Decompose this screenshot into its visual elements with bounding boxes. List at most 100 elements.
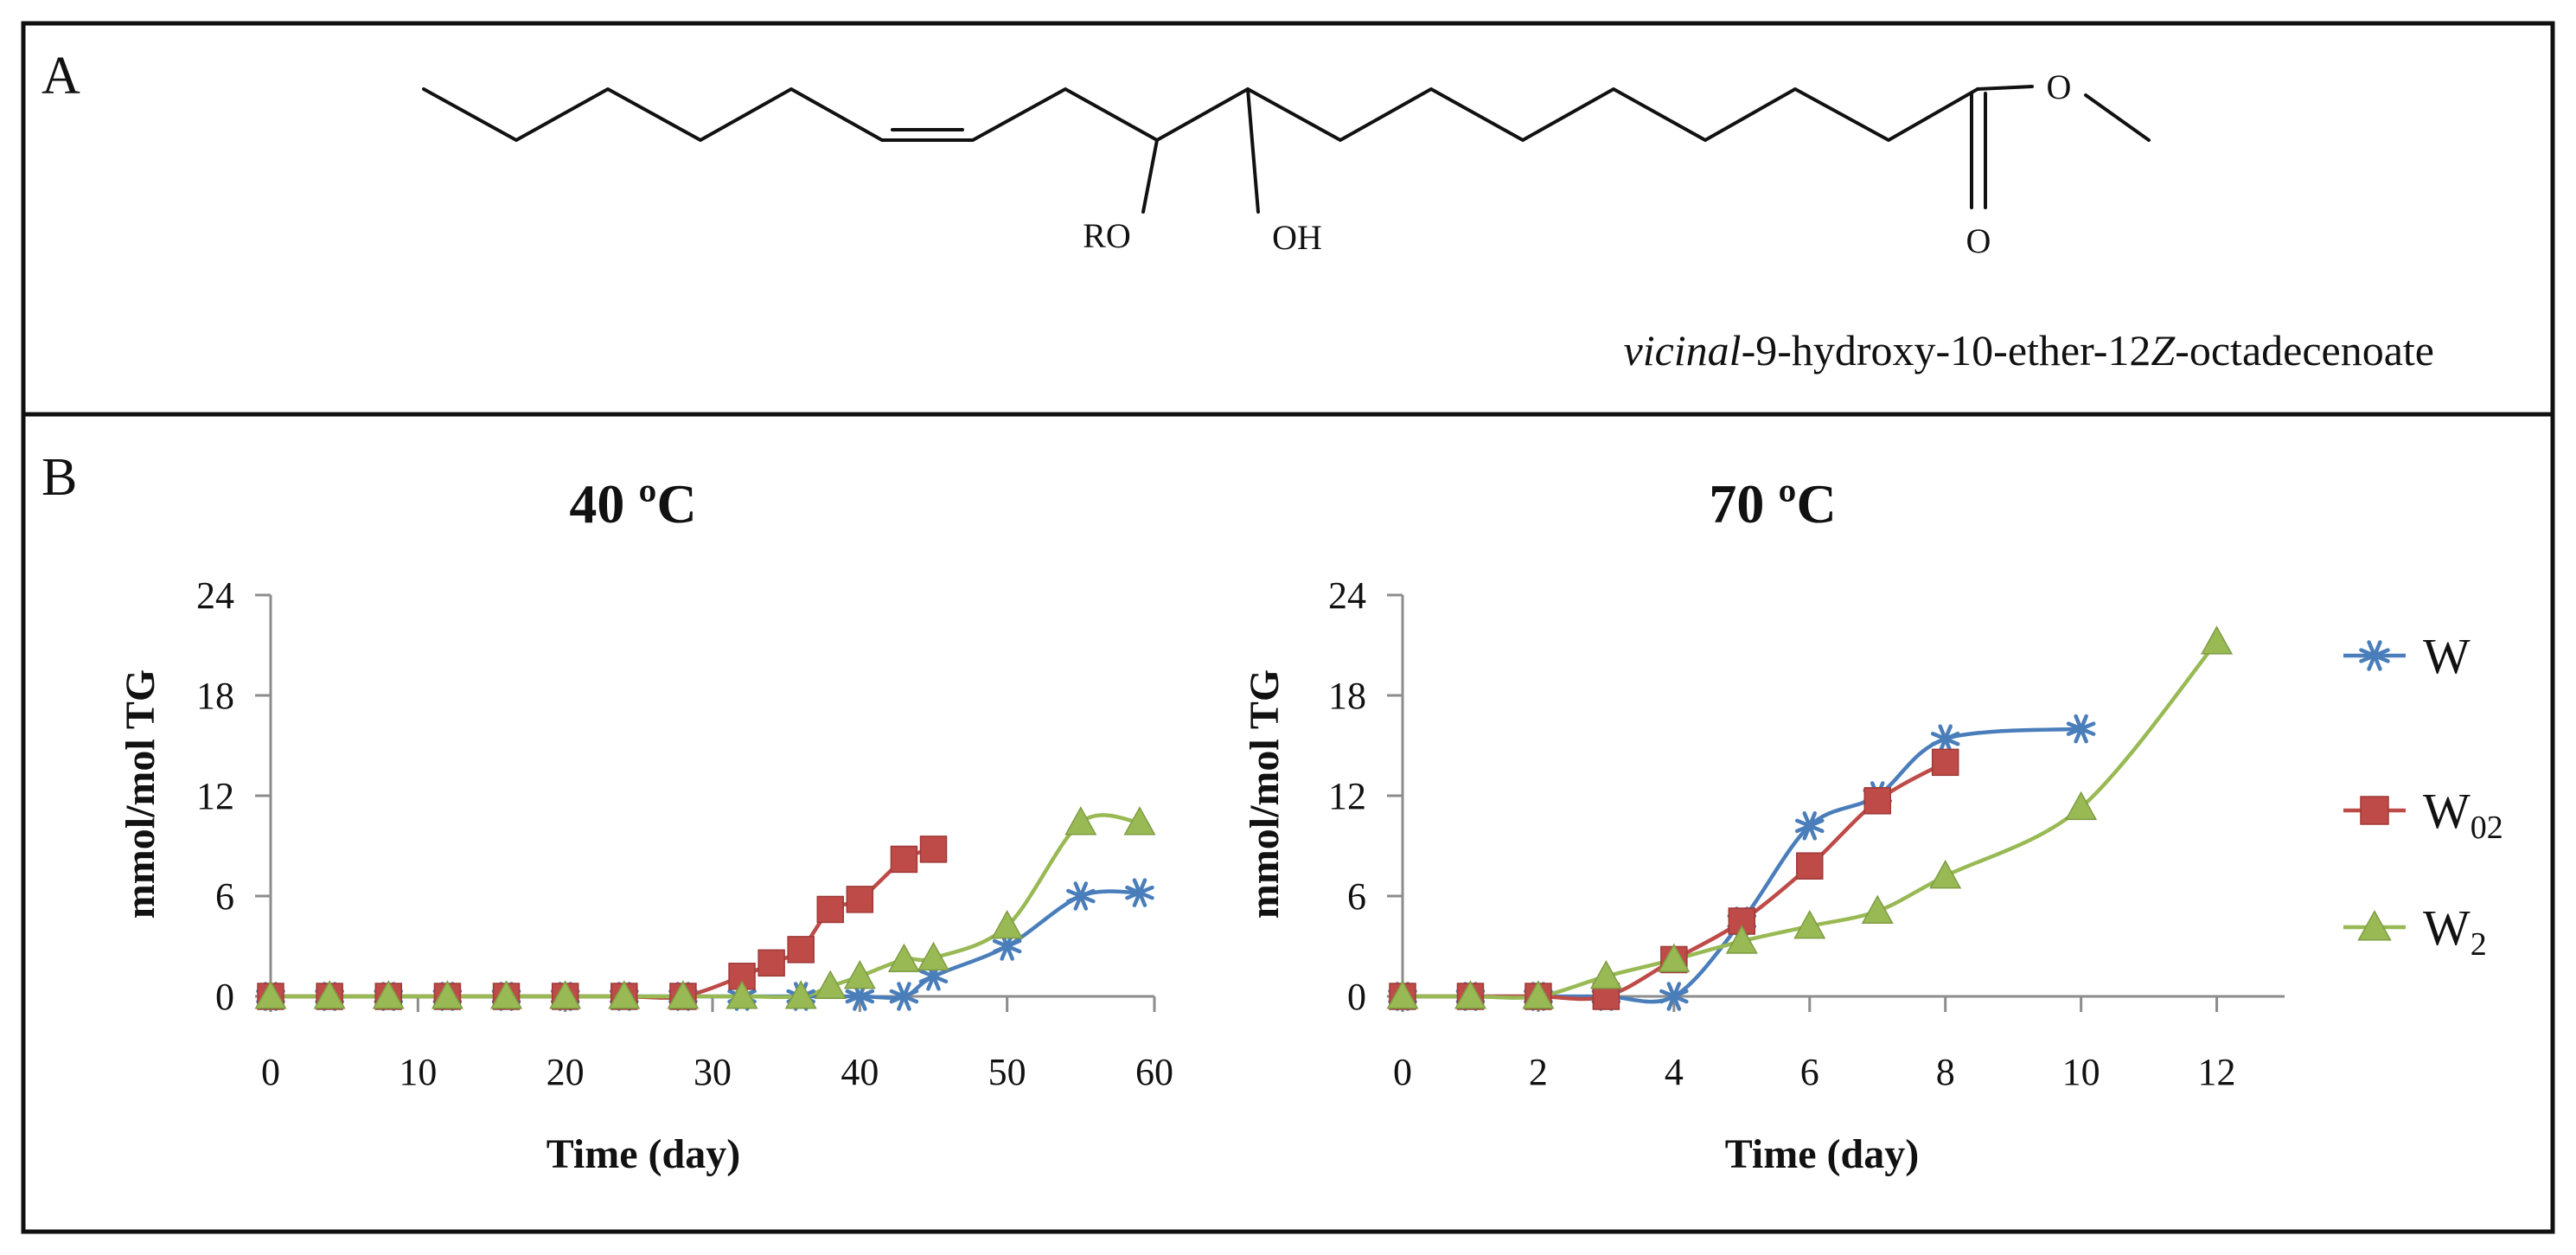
data-point-square: [919, 836, 948, 863]
data-point-triangle: [313, 980, 346, 1009]
oh-label: OH: [1272, 218, 1322, 257]
x-tick-label: 2: [1529, 1051, 1548, 1093]
x-tick-label: 50: [988, 1051, 1026, 1093]
legend-item-w02: W02: [2343, 783, 2503, 846]
data-point-triangle: [254, 980, 287, 1009]
x-tick-label: 4: [1665, 1051, 1684, 1093]
molecule-structure: [422, 85, 2151, 214]
data-point-triangle: [2357, 910, 2392, 941]
series-line-w2: [271, 813, 1141, 1000]
ro-bond: [1141, 138, 1159, 214]
x-tick-label: 8: [1936, 1051, 1955, 1093]
panel-b-frame: [21, 412, 2555, 1234]
y-tick-label: 24: [1328, 574, 1366, 617]
data-point-triangle: [1929, 860, 1962, 889]
data-point-triangle: [843, 960, 876, 989]
data-point-square: [890, 845, 918, 874]
data-point-triangle: [549, 980, 582, 1009]
y-tick-label: 24: [196, 574, 234, 617]
data-point-square: [1863, 787, 1891, 815]
alkyl-chain-bonds: [422, 87, 1979, 142]
legend-label: W: [2423, 628, 2471, 684]
data-point-triangle: [2065, 791, 2098, 821]
x-tick-label: 20: [547, 1051, 585, 1093]
legend: W W02 W2: [2343, 628, 2503, 963]
data-point-triangle: [1522, 980, 1555, 1009]
data-point-triangle: [2201, 625, 2234, 655]
legend-item-w2: W2: [2343, 900, 2487, 963]
legend-label: W02: [2423, 783, 2503, 846]
chart-title: 70 ºC: [1709, 473, 1836, 535]
oh-bond: [1246, 87, 1260, 214]
data-point-triangle: [1123, 806, 1156, 836]
ester-bond: [1976, 85, 2034, 91]
data-point-asterisk: [1794, 810, 1825, 841]
y-axis-label: mmol/mol TG: [118, 669, 163, 919]
x-tick-label: 10: [2062, 1051, 2100, 1093]
data-point-triangle: [608, 980, 641, 1009]
x-tick-label: 0: [261, 1051, 280, 1093]
data-point-triangle: [1454, 980, 1486, 1009]
x-tick-label: 30: [694, 1051, 732, 1093]
ester-oxygen-label: O: [2047, 67, 2072, 106]
compound-caption: vicinal-9-hydroxy-10-ether-12Z-octadecen…: [1624, 326, 2434, 375]
data-point-asterisk: [1659, 982, 1689, 1011]
series-line-w02: [271, 847, 935, 1000]
data-point-triangle: [1658, 943, 1691, 973]
data-point-square: [1931, 748, 1959, 777]
data-point-triangle: [1861, 894, 1894, 924]
data-point-square: [757, 949, 785, 977]
caption-part-1: -9-hydroxy-10-ether-12: [1742, 326, 2151, 375]
y-tick-label: 12: [1328, 775, 1366, 817]
data-point-triangle: [991, 910, 1024, 939]
data-point-square: [1796, 852, 1824, 880]
data-point-triangle: [1793, 910, 1826, 939]
data-point-triangle: [917, 941, 950, 971]
y-tick-label: 6: [1347, 875, 1366, 918]
data-point-triangle: [1064, 806, 1097, 836]
data-point-triangle: [814, 970, 847, 999]
x-tick-label: 0: [1393, 1051, 1412, 1093]
y-tick-label: 0: [1347, 976, 1366, 1018]
data-point-square: [846, 886, 874, 913]
ro-label: RO: [1083, 216, 1131, 255]
data-point-asterisk: [2359, 640, 2390, 671]
x-tick-label: 40: [841, 1051, 879, 1093]
x-tick-label: 12: [2198, 1051, 2236, 1093]
y-tick-label: 0: [215, 976, 234, 1018]
chart-title: 40 ºC: [569, 473, 696, 535]
data-point-triangle: [490, 980, 523, 1009]
data-point-triangle: [1386, 980, 1419, 1009]
x-tick-label: 6: [1800, 1051, 1819, 1093]
data-point-triangle: [667, 980, 700, 1009]
legend-label: W2: [2423, 900, 2487, 963]
data-point-square: [787, 936, 815, 964]
x-axis-label: Time (day): [1725, 1131, 1919, 1177]
y-tick-label: 18: [1328, 675, 1366, 717]
panel-b-label: B: [42, 448, 77, 507]
carbonyl-oxygen-label: O: [1966, 221, 1991, 260]
data-point-asterisk: [1125, 878, 1154, 907]
panel-a-label: A: [42, 47, 80, 106]
methyl-bond: [2084, 93, 2151, 142]
data-point-asterisk: [2066, 714, 2096, 744]
data-point-triangle: [784, 980, 817, 1009]
data-point-asterisk: [1066, 881, 1096, 911]
data-point-triangle: [372, 980, 405, 1009]
caption-italic: vicinal: [1624, 326, 1742, 375]
series-line-w: [1403, 727, 2081, 1004]
y-tick-label: 18: [196, 675, 234, 717]
data-point-triangle: [1589, 960, 1622, 989]
data-point-triangle: [887, 943, 920, 973]
data-point-asterisk: [1930, 724, 1960, 754]
data-point-triangle: [1725, 925, 1758, 954]
data-point-triangle: [431, 980, 463, 1009]
caption-z: Z: [2151, 326, 2176, 375]
x-tick-label: 60: [1135, 1051, 1173, 1093]
y-tick-label: 12: [196, 775, 234, 817]
chart-40c: 40 ºC mmol/mol TG Time (day) 0 6 12 18 24 0 10…: [118, 473, 1173, 1177]
legend-item-w: W: [2343, 628, 2471, 684]
x-tick-label: 10: [399, 1051, 437, 1093]
